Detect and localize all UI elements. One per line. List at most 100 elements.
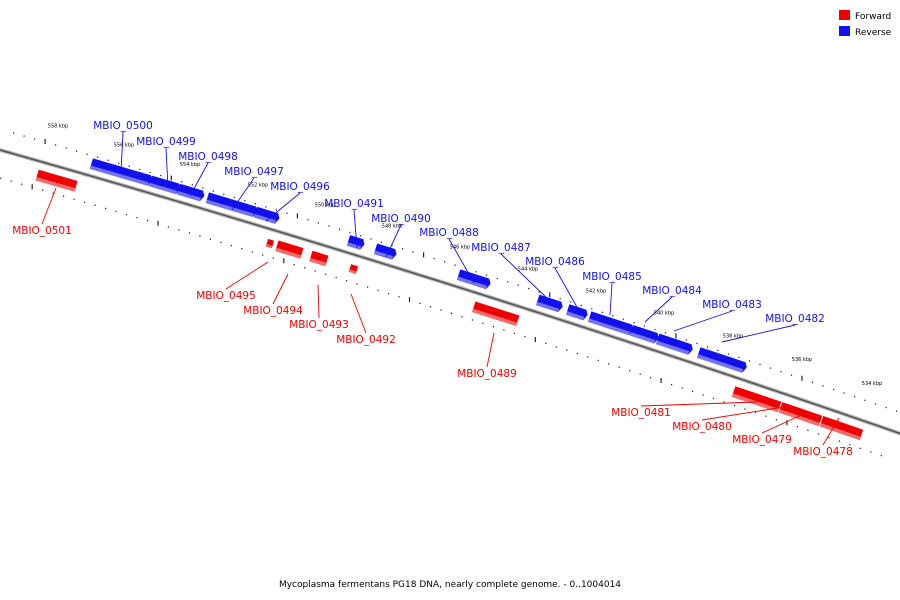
gene-feature-mbio_0494[interactable] <box>275 240 304 259</box>
gene-label-mbio_0486[interactable]: MBIO_0486 <box>525 256 585 310</box>
ruler-tick <box>534 337 536 342</box>
gene-label-mbio_0482[interactable]: MBIO_0482 <box>721 313 825 343</box>
ruler-tick <box>513 332 515 334</box>
legend-item-forward[interactable]: Forward <box>839 10 891 22</box>
gene-feature-mbio_0497[interactable] <box>205 192 258 217</box>
ruler-tick <box>702 394 704 396</box>
gene-label-mbio_0480[interactable]: MBIO_0480 <box>672 406 785 433</box>
gene-label-mbio_0497[interactable]: MBIO_0497 <box>224 166 284 211</box>
ruler-tick <box>307 219 309 221</box>
gene-feature-mbio_0484[interactable] <box>630 325 659 344</box>
ruler-tick <box>220 241 222 244</box>
ruler-tick <box>391 244 393 247</box>
gene-label-mbio_0490[interactable]: MBIO_0490 <box>371 213 431 258</box>
ruler-tick <box>44 139 46 144</box>
gene-label-mbio_0483[interactable]: MBIO_0483 <box>673 299 762 332</box>
gene-name: MBIO_0499 <box>136 136 196 148</box>
gene-feature-mbio_0478[interactable] <box>819 416 864 441</box>
gene-label-mbio_0487[interactable]: MBIO_0487 <box>471 242 552 303</box>
ruler-tick <box>692 390 694 393</box>
gene-name: MBIO_0493 <box>289 319 349 331</box>
gene-leader-line <box>120 131 124 173</box>
gene-feature-mbio_0498[interactable] <box>176 183 205 202</box>
gene-label-mbio_0491[interactable]: MBIO_0491 <box>324 198 384 249</box>
gene-name: MBIO_0497 <box>224 166 284 178</box>
gene-feature-mbio_0483[interactable] <box>656 333 693 355</box>
gene-label-mbio_0484[interactable]: MBIO_0484 <box>642 285 702 323</box>
kbp-label: 548 kbp <box>382 223 402 229</box>
gene-feature-mbio_0495[interactable] <box>265 238 275 249</box>
gene-label-mbio_0496[interactable]: MBIO_0496 <box>265 181 330 222</box>
ruler-tick <box>275 209 277 211</box>
kbp-label: 556 kbp <box>114 143 134 149</box>
ruler-tick <box>212 190 214 192</box>
ruler-tick <box>338 228 341 230</box>
gene-label-mbio_0492[interactable]: MBIO_0492 <box>336 293 396 346</box>
gene-label-mbio_0478[interactable]: MBIO_0478 <box>793 417 853 458</box>
ruler-tick <box>265 206 267 208</box>
ruler-tick <box>671 383 673 386</box>
ruler-tick <box>251 251 253 253</box>
gene-feature-mbio_0487[interactable] <box>536 294 563 313</box>
gene-leader-line <box>265 192 301 222</box>
gene-features <box>35 158 864 441</box>
ruler-tick <box>356 283 358 285</box>
gene-feature-mbio_0493[interactable] <box>309 250 329 267</box>
gene-label-mbio_0499[interactable]: MBIO_0499 <box>136 136 196 189</box>
gene-label-mbio_0498[interactable]: MBIO_0498 <box>178 151 238 197</box>
gene-label-mbio_0489[interactable]: MBIO_0489 <box>457 332 517 380</box>
gene-feature-mbio_0479[interactable] <box>796 408 823 427</box>
gene-leader-line <box>448 238 475 284</box>
gene-feature-mbio_0481[interactable] <box>731 386 782 413</box>
gene-feature-mbio_0488[interactable] <box>456 269 491 290</box>
ruler-tick <box>230 244 232 247</box>
ruler-tick <box>359 235 362 237</box>
ruler-tick <box>314 270 316 272</box>
gene-feature-mbio_0500[interactable] <box>89 158 153 186</box>
gene-feature-mbio_0501[interactable] <box>35 169 78 192</box>
gene-feature-mbio_0490[interactable] <box>373 243 397 260</box>
gene-feature-mbio_0486[interactable] <box>566 304 588 321</box>
gene-label-mbio_0479[interactable]: MBIO_0479 <box>732 411 809 446</box>
kbp-label: 550 kbp <box>315 203 335 209</box>
ruler-tick <box>580 304 582 307</box>
ruler-tick <box>549 292 551 298</box>
gene-feature-mbio_0482[interactable] <box>697 347 747 373</box>
gene-feature-mbio_0491[interactable] <box>346 235 365 250</box>
gene-name: MBIO_0494 <box>243 305 303 317</box>
ruler-tick <box>833 388 835 391</box>
gene-feature-mbio_0496[interactable] <box>253 206 280 224</box>
gene-shading <box>35 177 76 192</box>
gene-feature-mbio_0480[interactable] <box>778 402 802 419</box>
gene-name: MBIO_0496 <box>270 181 330 193</box>
gene-label-mbio_0481[interactable]: MBIO_0481 <box>611 401 758 419</box>
gene-label-mbio_0485[interactable]: MBIO_0485 <box>582 271 642 316</box>
gene-feature-mbio_0489[interactable] <box>472 301 520 327</box>
ruler-tick <box>727 353 729 355</box>
gene-label-mbio_0488[interactable]: MBIO_0488 <box>419 227 479 284</box>
backbone-line <box>0 149 900 435</box>
gene-label-mbio_0501[interactable]: MBIO_0501 <box>12 187 72 237</box>
gene-leader-line <box>822 417 840 446</box>
ruler-tick <box>608 363 610 365</box>
gene-feature-mbio_0499[interactable] <box>148 175 181 195</box>
ruler-tick <box>759 363 761 366</box>
gene-label-mbio_0493[interactable]: MBIO_0493 <box>289 284 349 331</box>
gene-shading <box>265 244 273 249</box>
gene-leader-line <box>673 310 733 332</box>
legend-item-reverse[interactable]: Reverse <box>839 26 892 38</box>
gene-label-mbio_0500[interactable]: MBIO_0500 <box>93 120 153 173</box>
ruler-tick <box>566 349 568 351</box>
gene-shading <box>309 257 327 267</box>
ruler-tick <box>643 325 645 327</box>
gene-feature-mbio_0485[interactable] <box>588 311 634 336</box>
gene-label-mbio_0494[interactable]: MBIO_0494 <box>243 273 303 317</box>
ruler-tick <box>296 213 298 219</box>
ruler-tick <box>440 309 442 311</box>
gene-feature-mbio_0492[interactable] <box>348 264 359 274</box>
gene-label-mbio_0495[interactable]: MBIO_0495 <box>196 261 269 302</box>
kbp-label: 540 kbp <box>654 311 674 317</box>
ruler-tick <box>780 370 782 373</box>
ruler-tick <box>188 232 190 234</box>
gene-shading <box>796 415 820 427</box>
